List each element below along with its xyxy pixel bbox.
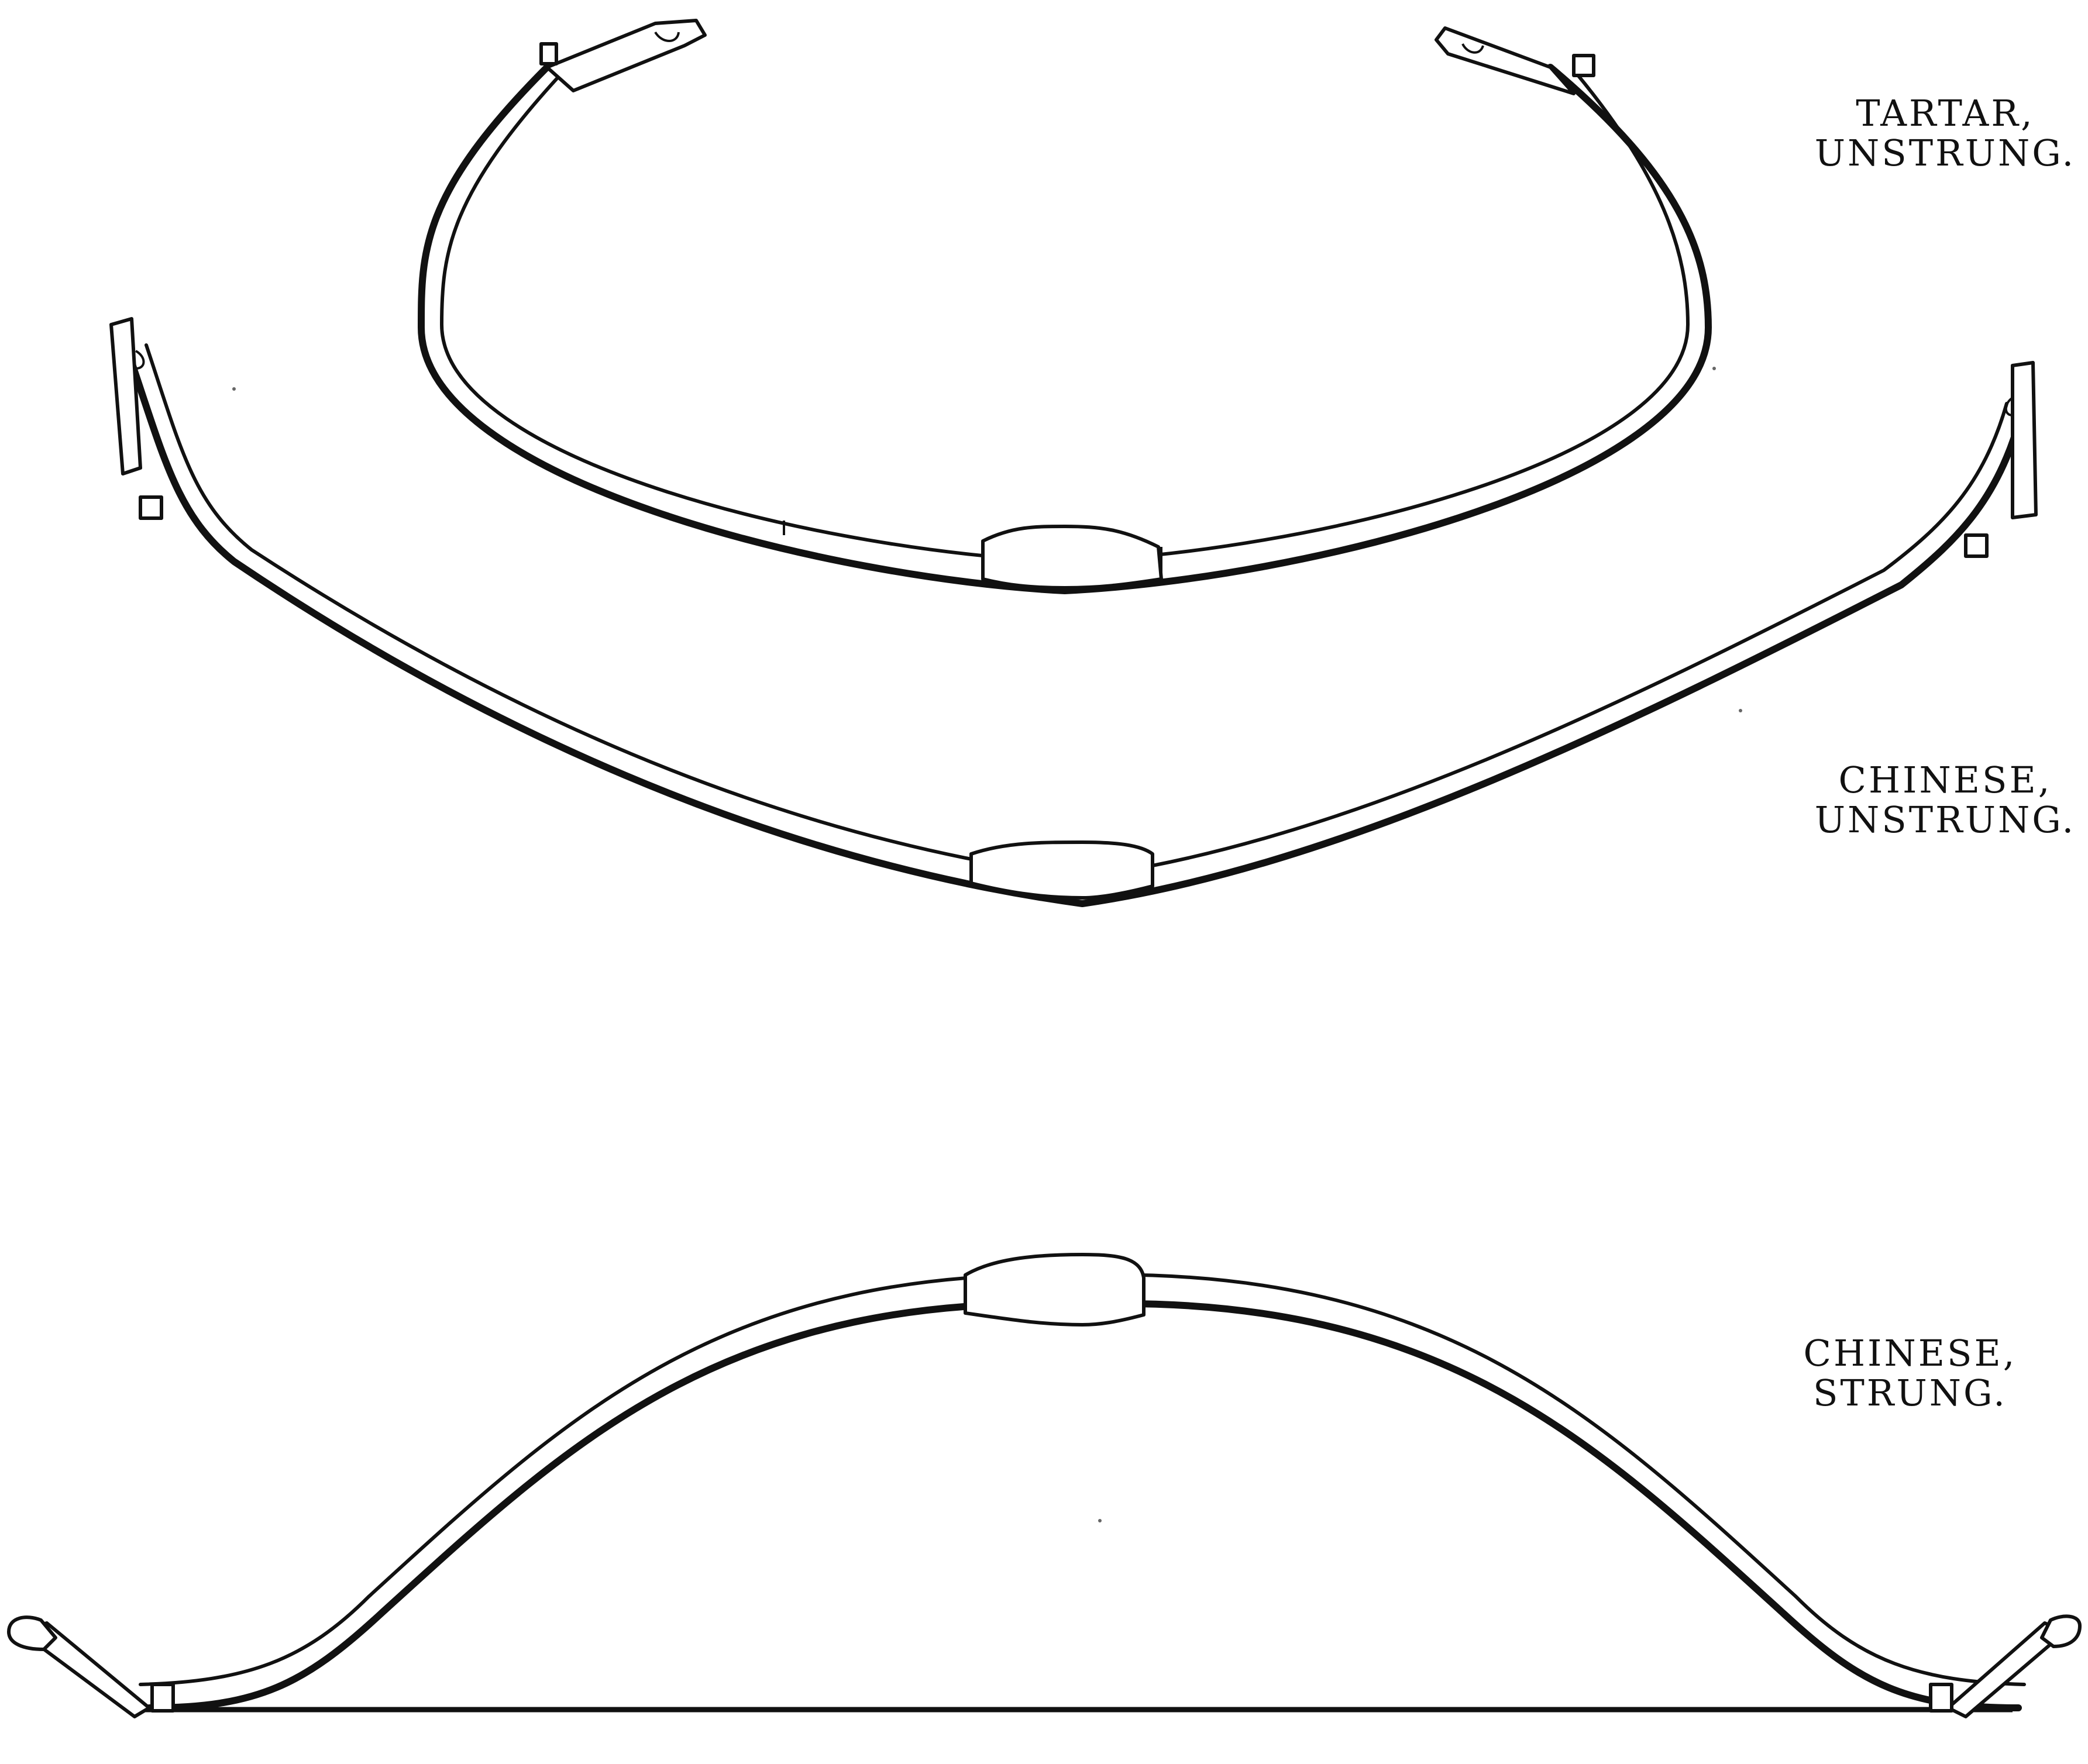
- caption-line: STRUNG.: [1812, 1372, 2008, 1414]
- caption-line: UNSTRUNG.: [1814, 132, 2076, 174]
- caption-line: UNSTRUNG.: [1814, 798, 2076, 841]
- caption-line: TARTAR,: [1856, 92, 2035, 135]
- speck: [232, 387, 236, 391]
- caption-tartar-unstrung: TARTAR, UNSTRUNG.: [1811, 94, 2080, 173]
- caption-chinese-unstrung: CHINESE, UNSTRUNG.: [1811, 760, 2080, 840]
- speck: [1739, 709, 1742, 712]
- tartar-bow-unstrung: [418, 19, 1712, 594]
- speck: [1712, 367, 1716, 370]
- caption-line: CHINESE,: [1803, 1332, 2017, 1374]
- speck: [1098, 1519, 1102, 1522]
- caption-line: CHINESE,: [1838, 759, 2052, 801]
- caption-chinese-strung: CHINESE, STRUNG.: [1776, 1334, 2045, 1413]
- chinese-bow-strung: [7, 1253, 2082, 1718]
- chinese-bow-unstrung: [109, 317, 2038, 907]
